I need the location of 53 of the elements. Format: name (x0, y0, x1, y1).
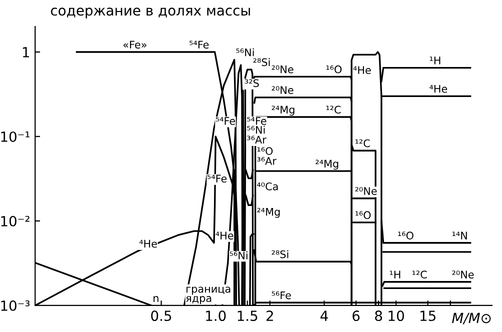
annotation: ²⁰Ne (355, 187, 377, 195)
annotation: ⁵⁶Ni (230, 251, 248, 260)
annotation: ¹²C (355, 139, 370, 148)
annotation: ⁵⁶Ni (247, 126, 265, 134)
y-tick-label: 10⁻² (1, 216, 30, 226)
y-tick-label: 10⁻³ (1, 300, 30, 311)
annotation: ²⁰Ne (272, 65, 294, 74)
annotation: граница ядра (186, 286, 230, 304)
annotation: ⁴He (216, 232, 234, 240)
x-tick-label: 2 (266, 310, 273, 321)
annotation: ⁵⁴Fe (190, 40, 209, 49)
annotation: ²⁴Mg (257, 208, 280, 218)
annotation: ²⁸Si (253, 58, 270, 66)
x-tick-label: 1.0 (206, 310, 226, 322)
annotation: ⁴⁰Ca (257, 182, 278, 190)
annotation: ²⁴Mg (272, 106, 294, 116)
annotation: «Fe» (123, 40, 146, 49)
x-tick-label: 8 (375, 310, 382, 322)
annotation: ³²S (244, 79, 259, 88)
y-tick-label: 1 (22, 47, 29, 58)
annotation: ¹⁶O (326, 65, 342, 74)
y-tick-label: 10⁻¹ (1, 131, 30, 142)
annotation: ¹²C (412, 270, 427, 278)
annotation: ⁵⁶Fe (272, 291, 291, 300)
annotation: ⁵⁴Fe (247, 117, 266, 125)
annotation: n (154, 296, 158, 302)
annotation: ⁴He (430, 84, 448, 93)
annotation: ²⁰Ne (272, 86, 294, 94)
annotation: ⁵⁴Fe (216, 117, 236, 125)
annotation: ²⁰Ne (452, 270, 474, 278)
annotation: ⁵⁴Fe (207, 174, 227, 182)
x-tick-label: 0.5 (151, 310, 172, 322)
annotation: ⁴He (139, 240, 157, 248)
y-axis-title: содержание в долях массы (50, 8, 250, 18)
x-tick-label: 1.5 (238, 310, 258, 322)
annotation: ¹⁴N (452, 232, 467, 240)
annotation: ¹H (430, 56, 440, 64)
x-tick-label: 4 (320, 310, 328, 321)
annotation: ⁵⁶Ni (236, 48, 254, 56)
annotation: ¹⁶O (355, 211, 371, 220)
annotation: ³⁶Ar (257, 157, 276, 165)
x-tick-label: 6 (352, 310, 360, 322)
x-tick-label: 10 (388, 310, 404, 322)
annotation: ²⁸Si (272, 250, 288, 258)
x-tick-label: 15 (420, 310, 436, 322)
annotation: ¹⁶O (398, 232, 414, 240)
x-axis-title: M/M⊙ (452, 312, 491, 324)
annotation: ³⁶Ar (247, 136, 266, 144)
annotation: ¹⁶O (257, 147, 273, 155)
annotation: ²⁴Mg (316, 160, 338, 170)
annotation: ¹H (390, 270, 400, 278)
annotation: ⁴He (353, 66, 371, 74)
annotation: ¹²C (326, 106, 341, 114)
